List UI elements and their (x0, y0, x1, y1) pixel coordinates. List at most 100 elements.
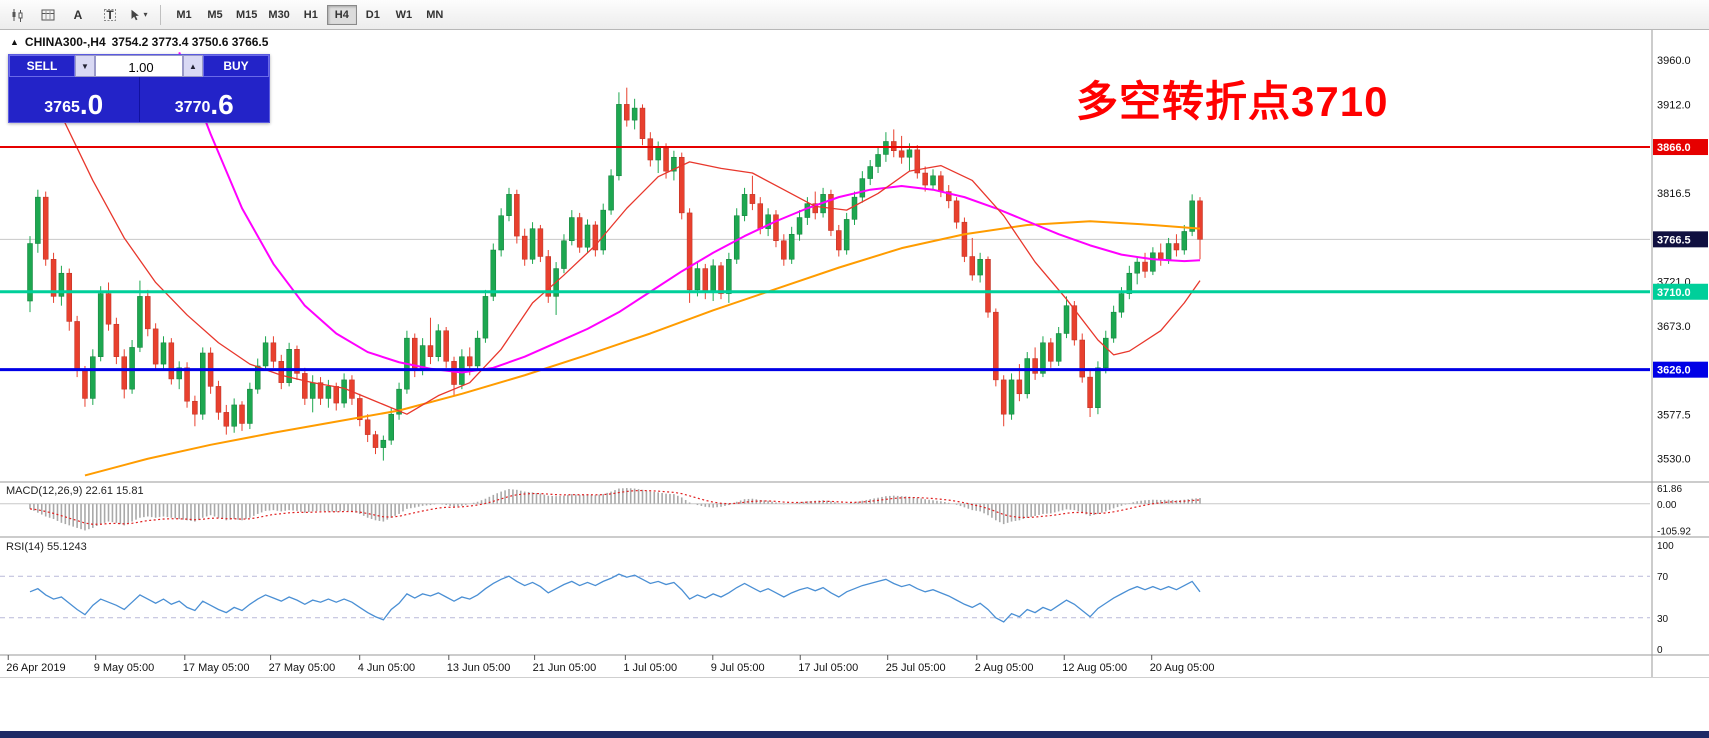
timeframe-w1-button[interactable]: W1 (389, 5, 419, 25)
timeframe-toolbar: M1 M5 M15 M30 H1 H4 D1 W1 MN (169, 4, 450, 25)
svg-text:3626.0: 3626.0 (1657, 365, 1691, 377)
trade-panel-controls: SELL ▼ ▲ BUY (9, 55, 269, 78)
cursor-tool-button[interactable]: ▾ (124, 4, 152, 26)
svg-text:17 May 05:00: 17 May 05:00 (183, 662, 250, 674)
svg-text:3960.0: 3960.0 (1657, 55, 1691, 67)
ma-slow-magenta (178, 52, 1201, 374)
date-axis-layer: 26 Apr 2019 9 May 05:00 17 May 05:00 27 May… (6, 655, 1215, 674)
chart-header: ▲ CHINA300-,H4 3754.2 3773.4 3750.6 3766… (10, 35, 268, 49)
timeframe-m15-button[interactable]: M15 (231, 5, 262, 25)
hlines-over-layer (0, 146, 1650, 372)
ma-fast-red (29, 61, 1201, 415)
price-badge (1653, 283, 1708, 300)
volume-field-wrap (95, 55, 186, 78)
bar-chart-tool-button[interactable] (4, 4, 32, 26)
svg-text:4 Jun 05:00: 4 Jun 05:00 (358, 662, 416, 674)
svg-text:61.86: 61.86 (1657, 484, 1682, 495)
svg-text:3866.0: 3866.0 (1657, 142, 1691, 154)
volume-decrease-button[interactable]: ▼ (75, 55, 95, 77)
price-badge (1653, 231, 1708, 248)
candles-layer (27, 87, 1203, 461)
buy-price[interactable]: 3770 .6 (138, 77, 270, 122)
buy-price-main: 3770 (174, 99, 211, 117)
window-bottom-gap (0, 677, 1709, 731)
svg-text:3577.5: 3577.5 (1657, 410, 1691, 422)
svg-text:0.00: 0.00 (1657, 500, 1677, 511)
rsi-line (29, 573, 1201, 623)
chart-grid-tool-button[interactable] (34, 4, 62, 26)
timeframe-h1-button[interactable]: H1 (296, 5, 326, 25)
svg-text:20 Aug 05:00: 20 Aug 05:00 (1150, 662, 1215, 674)
chevron-down-icon: ▾ (143, 10, 148, 19)
moving-averages-layer (29, 52, 1201, 477)
svg-text:17 Jul 05:00: 17 Jul 05:00 (798, 662, 858, 674)
svg-text:26 Apr 2019: 26 Apr 2019 (6, 662, 65, 674)
sell-price[interactable]: 3765 .0 (9, 77, 139, 122)
volume-increase-button[interactable]: ▲ (183, 55, 203, 77)
insert-text-tool-button[interactable]: A (64, 4, 92, 26)
letter-a-icon: A (73, 7, 83, 22)
grid-icon (41, 9, 55, 20)
toolbar-separator (160, 4, 161, 25)
macd-signal-line (29, 489, 1201, 525)
rsi-label: RSI(14) 55.1243 (6, 541, 87, 553)
svg-text:0: 0 (1657, 645, 1663, 656)
symbol-direction-icon: ▲ (10, 37, 19, 47)
volume-input[interactable] (96, 56, 186, 78)
sell-button[interactable]: SELL (9, 55, 75, 77)
svg-text:9 Jul 05:00: 9 Jul 05:00 (711, 662, 765, 674)
ohlc-values: 3754.2 3773.4 3750.6 3766.5 (111, 35, 269, 49)
symbol-label: CHINA300-,H4 (24, 35, 106, 49)
buy-button[interactable]: BUY (203, 55, 269, 77)
ma-long-orange (84, 220, 1201, 477)
toolbar: A T ▾ M1 M5 M15 M30 H1 H4 D1 (0, 0, 1709, 30)
timeframe-m30-button[interactable]: M30 (263, 5, 294, 25)
svg-text:3530.0: 3530.0 (1657, 454, 1691, 466)
spinner-down-icon: ▼ (81, 61, 89, 71)
rsi-panel-layer: RSI(14) 55.1243 100 70 30 0 (0, 541, 1674, 656)
svg-text:12 Aug 05:00: 12 Aug 05:00 (1062, 662, 1127, 674)
one-click-trade-panel: SELL ▼ ▲ BUY 3765 .0 3770 .6 (8, 54, 270, 123)
chart-area: 3960.0 3912.0 3816.5 3721.0 3673.0 3577.5 3530… (0, 30, 1709, 677)
timeframe-d1-button[interactable]: D1 (358, 5, 388, 25)
svg-text:2 Aug 05:00: 2 Aug 05:00 (975, 662, 1034, 674)
svg-text:3912.0: 3912.0 (1657, 99, 1691, 111)
letter-t-icon: T (106, 7, 114, 22)
svg-text:25 Jul 05:00: 25 Jul 05:00 (886, 662, 946, 674)
bar-chart-icon (12, 8, 23, 22)
cursor-icon (131, 9, 140, 20)
chart-tools-group: A T ▾ (4, 4, 152, 26)
price-chart-canvas[interactable]: 3960.03912.03816.53721.03673.03577.53530… (0, 30, 1709, 677)
price-badge (1653, 139, 1708, 156)
timeframe-m5-button[interactable]: M5 (200, 5, 230, 25)
svg-text:27 May 05:00: 27 May 05:00 (269, 662, 336, 674)
timeframe-m1-button[interactable]: M1 (169, 5, 199, 25)
chart-annotation: 多空转折点3710 (1076, 78, 1389, 125)
svg-text:30: 30 (1657, 614, 1669, 625)
spinner-up-icon: ▲ (189, 61, 197, 71)
svg-text:70: 70 (1657, 572, 1669, 583)
svg-text:13 Jun 05:00: 13 Jun 05:00 (447, 662, 511, 674)
timeframe-mn-button[interactable]: MN (420, 5, 450, 25)
timeframe-h4-button[interactable]: H4 (326, 4, 357, 25)
sell-price-frac: .0 (79, 89, 104, 121)
frame-layer (0, 30, 1709, 677)
price-axis-layer: 3960.03912.03816.53721.03673.03577.53530… (1653, 55, 1708, 466)
svg-text:1 Jul 05:00: 1 Jul 05:00 (623, 662, 677, 674)
svg-text:3816.5: 3816.5 (1657, 188, 1691, 200)
svg-text:3766.5: 3766.5 (1657, 234, 1691, 246)
svg-text:100: 100 (1657, 541, 1674, 552)
svg-text:9 May 05:00: 9 May 05:00 (94, 662, 155, 674)
price-badge (1653, 361, 1708, 378)
text-label-tool-button[interactable]: T (94, 4, 122, 26)
trade-panel-prices: 3765 .0 3770 .6 (9, 77, 269, 122)
macd-label: MACD(12,26,9) 22.61 15.81 (6, 485, 144, 497)
taskbar-strip (0, 731, 1709, 738)
macd-panel-layer: MACD(12,26,9) 22.61 15.81 61.86 0.00 -105.9… (0, 484, 1691, 538)
svg-text:-105.92: -105.92 (1657, 527, 1691, 538)
text-box-icon (104, 8, 117, 21)
svg-text:3673.0: 3673.0 (1657, 321, 1691, 333)
buy-price-frac: .6 (210, 89, 234, 121)
sell-price-main: 3765 (44, 99, 80, 117)
